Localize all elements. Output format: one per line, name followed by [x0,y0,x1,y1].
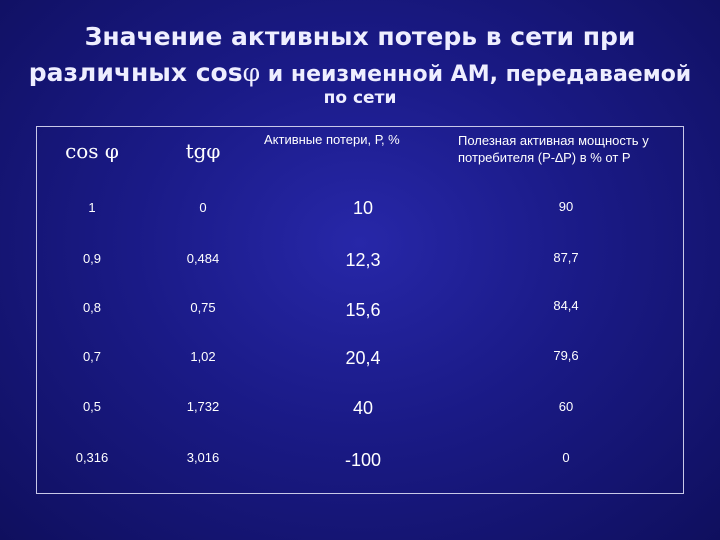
title-suffix-text: и неизменной АМ, передаваемой [260,62,691,87]
row3-cos: 0,8 [37,300,147,315]
row6-tg: 3,016 [147,450,259,465]
slide-title-line3: по сети [20,88,700,108]
row4-cos: 0,7 [37,349,147,364]
row1-losses: 10 [301,198,425,219]
row2-tg: 0,484 [147,251,259,266]
row6-useful: 0 [505,450,627,465]
row2-losses: 12,3 [301,250,425,271]
title-phi-symbol: φ [243,58,261,87]
row3-losses: 15,6 [301,300,425,321]
header-tg-phi: tgφ [147,139,259,163]
row2-useful: 87,7 [505,250,627,265]
row6-losses: -100 [301,450,425,471]
losses-table: cos φ tgφ Активные потери, Р, % Полезная… [36,126,684,494]
row3-tg: 0,75 [147,300,259,315]
row1-useful: 90 [505,199,627,214]
row4-tg: 1,02 [147,349,259,364]
slide-title-line2: различных cosφ и неизменной АМ, передава… [20,58,700,87]
slide-title-line1: Значение активных потерь в сети при [20,22,700,51]
row4-losses: 20,4 [301,348,425,369]
header-useful-power: Полезная активная мощность у потребителя… [458,132,680,166]
row5-cos: 0,5 [37,399,147,414]
row5-losses: 40 [301,398,425,419]
row2-cos: 0,9 [37,251,147,266]
row5-tg: 1,732 [147,399,259,414]
header-cos-phi: cos φ [37,139,147,163]
title-cos-text: различных cos [29,58,243,87]
row3-useful: 84,4 [505,298,627,313]
row1-tg: 0 [147,200,259,215]
row1-cos: 1 [37,200,147,215]
row6-cos: 0,316 [37,450,147,465]
header-active-losses: Активные потери, Р, % [264,131,449,148]
row5-useful: 60 [505,399,627,414]
row4-useful: 79,6 [505,348,627,363]
